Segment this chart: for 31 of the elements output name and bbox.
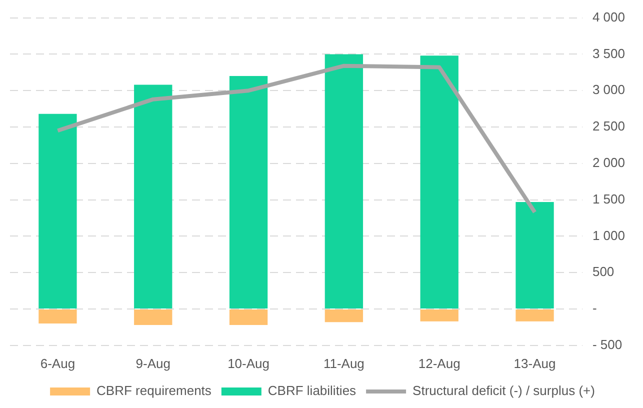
bar	[38, 310, 77, 324]
y-tick-label: - 500	[592, 336, 622, 352]
y-tick-label: 2 500	[592, 118, 626, 134]
bar	[420, 56, 458, 308]
x-tick-label: 10-Aug	[228, 356, 270, 371]
y-tick-label: 1 500	[592, 191, 626, 206]
legend-label: CBRF requirements	[96, 383, 212, 398]
y-tick-label: 3 500	[592, 46, 626, 61]
bar	[229, 310, 268, 326]
x-tick-label: 6-Aug	[40, 356, 76, 371]
y-tick-label: -	[592, 300, 597, 316]
legend-label: Structural deficit (-) / surplus (+)	[412, 383, 595, 398]
y-tick-label: 2 000	[592, 154, 626, 170]
bar	[516, 202, 554, 308]
bar	[38, 114, 77, 308]
y-tick-label: 1 000	[592, 228, 626, 243]
x-tick-label: 9-Aug	[136, 356, 170, 371]
y-tick-label: 500	[592, 264, 614, 280]
x-tick-label: 13-Aug	[514, 356, 556, 371]
bar	[134, 310, 172, 326]
bar	[324, 310, 364, 322]
bar	[229, 76, 268, 308]
bar	[516, 310, 554, 322]
bar	[324, 54, 364, 308]
bar	[134, 84, 172, 308]
bar	[420, 310, 458, 322]
legend-label: CBRF liabilities	[268, 383, 357, 398]
x-tick-label: 12-Aug	[418, 356, 460, 371]
y-tick-label: 3 000	[592, 82, 626, 98]
y-tick-label: 4 000	[592, 9, 626, 24]
x-tick-label: 11-Aug	[323, 356, 364, 371]
